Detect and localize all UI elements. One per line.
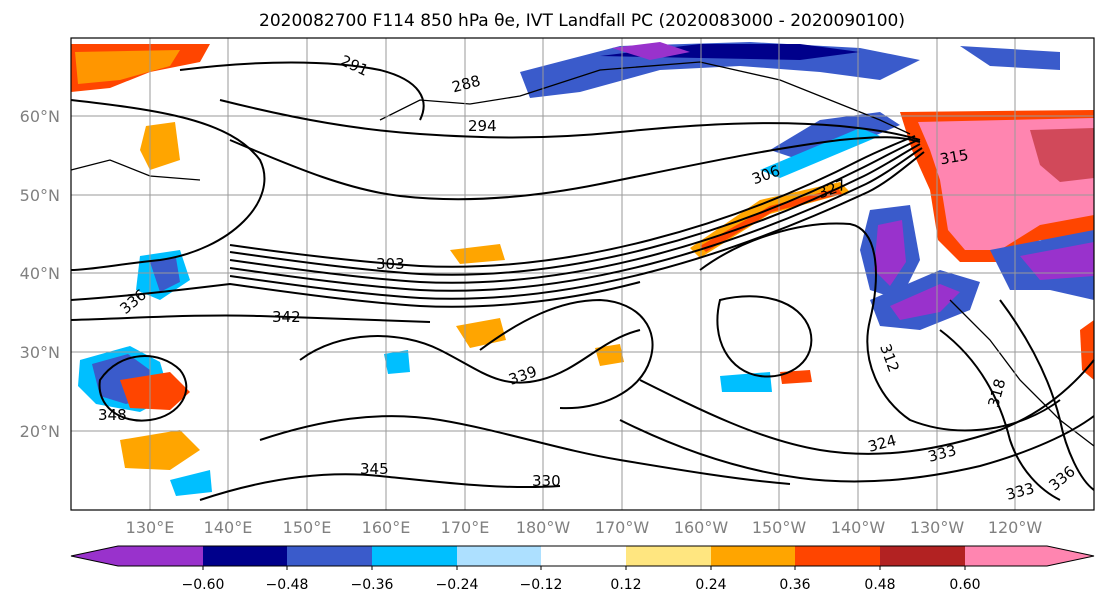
lat-label: 20°N [20,422,60,441]
lon-label: 140°E [204,518,253,537]
colorbar-segment [372,546,457,566]
contour-label: 342 [272,308,301,326]
colorbar-tick-label: −0.60 [182,577,225,593]
colorbar: −0.60 −0.48 −0.36 −0.24 −0.12 0.12 0.24 … [70,545,1095,593]
theta-e-contours [70,61,1095,501]
colorbar-extend-max [1047,546,1094,566]
coastlines [70,61,1095,447]
lon-label: 160°E [362,518,411,537]
colorbar-segment [880,546,965,566]
contour-label: 315 [938,146,969,169]
lon-label: 140°W [831,518,886,537]
colorbar-extend-min [71,546,118,566]
contour-label: 303 [376,255,405,273]
lon-label: 120°W [988,518,1043,537]
longitude-labels: 130°E 140°E 150°E 160°E 170°E 180°W 170°… [126,518,1043,537]
lon-label: 170°E [441,518,490,537]
lon-label: 150°W [752,518,807,537]
colorbar-segment [118,546,203,566]
contour-label: 330 [532,472,561,490]
contour-label: 294 [468,117,497,135]
lon-label: 130°E [126,518,175,537]
lat-label: 50°N [20,186,60,205]
lat-label: 30°N [20,343,60,362]
colorbar-segment [626,546,711,566]
graticule [71,38,1094,510]
colorbar-segment [795,546,880,566]
contour-label: 348 [98,406,127,424]
colorbar-segment [965,546,1047,566]
colorbar-tick-label: −0.48 [266,577,309,593]
colorbar-tick-label: 0.48 [864,577,895,593]
colorbar-tick-label: −0.24 [436,577,479,593]
lon-label: 130°W [910,518,965,537]
colorbar-tick-label: 0.12 [610,577,641,593]
contour-label: 345 [360,460,389,478]
colorbar-tick-label: −0.36 [351,577,394,593]
colorbar-segment [457,546,541,566]
figure-title: 2020082700 F114 850 hPa θe, IVT Landfall… [259,11,905,31]
colorbar-segment [541,546,626,566]
latitude-labels: 60°N 50°N 40°N 30°N 20°N [20,107,60,441]
colorbar-tick-label: 0.60 [949,577,980,593]
lon-label: 150°E [283,518,332,537]
colorbar-tick-label: 0.24 [695,577,726,593]
colorbar-segment [287,546,372,566]
lon-label: 180°W [516,518,571,537]
colorbar-segment [203,546,287,566]
map-panel: 291 288 294 306 327 315 303 342 336 339 … [70,37,1095,511]
colorbar-tick-label: −0.12 [520,577,563,593]
colorbar-tick-label: 0.36 [779,577,810,593]
colorbar-segment [711,546,795,566]
lon-label: 170°W [595,518,650,537]
lon-label: 160°W [674,518,729,537]
lat-label: 40°N [20,264,60,283]
lat-label: 60°N [20,107,60,126]
